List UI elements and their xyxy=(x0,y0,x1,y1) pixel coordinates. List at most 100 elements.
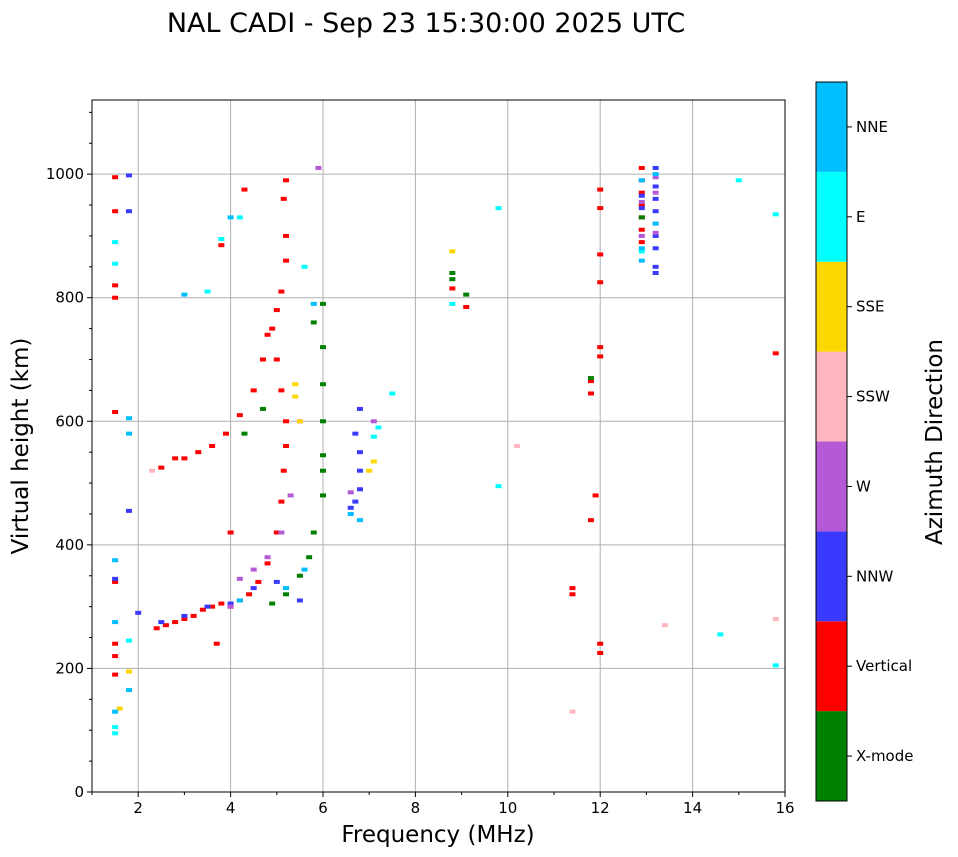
data-point xyxy=(236,215,243,220)
data-point xyxy=(292,394,299,399)
data-point xyxy=(112,175,119,180)
data-point xyxy=(389,391,396,396)
data-point xyxy=(597,345,604,350)
data-point xyxy=(264,561,271,566)
x-axis-label: Frequency (MHz) xyxy=(341,822,534,848)
data-point xyxy=(652,175,659,180)
data-point xyxy=(320,419,326,424)
data-point xyxy=(255,579,262,584)
series-nne xyxy=(112,172,659,714)
colorbar-swatch xyxy=(816,171,847,262)
data-point xyxy=(241,431,248,436)
data-point xyxy=(463,304,470,309)
data-point xyxy=(227,530,234,535)
data-point xyxy=(597,252,604,257)
data-point xyxy=(218,601,225,606)
data-point xyxy=(652,230,659,235)
data-point xyxy=(569,592,576,597)
data-point xyxy=(652,271,659,275)
data-point xyxy=(283,419,290,424)
data-point xyxy=(283,592,290,597)
data-point xyxy=(199,607,206,612)
series-ssw xyxy=(149,444,779,714)
data-point xyxy=(162,623,169,628)
data-point xyxy=(112,579,119,584)
data-point xyxy=(592,493,599,498)
series-x-mode xyxy=(241,215,645,606)
data-point xyxy=(449,301,456,306)
data-point xyxy=(278,388,285,393)
data-point xyxy=(112,261,119,266)
data-point xyxy=(204,604,211,609)
data-point xyxy=(638,249,645,254)
data-point xyxy=(449,249,456,254)
data-point xyxy=(236,413,243,418)
data-point xyxy=(222,431,229,436)
data-point xyxy=(125,508,132,513)
data-point xyxy=(112,209,119,214)
data-point xyxy=(125,209,132,214)
y-tick-label: 400 xyxy=(55,536,84,554)
colorbar-tick-label: E xyxy=(856,208,865,226)
data-point xyxy=(638,190,645,195)
data-point xyxy=(370,419,377,424)
data-point xyxy=(264,332,271,337)
data-point xyxy=(181,617,188,621)
data-point xyxy=(250,567,257,572)
data-point xyxy=(301,567,308,572)
data-point xyxy=(112,672,119,677)
data-point xyxy=(638,227,645,232)
x-tick-label: 12 xyxy=(591,799,610,817)
data-point xyxy=(597,280,604,285)
data-point xyxy=(112,709,119,714)
data-point xyxy=(356,450,363,455)
series-vertical xyxy=(112,165,779,677)
data-point xyxy=(181,456,188,461)
data-point xyxy=(652,190,659,195)
data-point xyxy=(315,165,322,170)
data-point xyxy=(320,301,326,306)
data-point xyxy=(250,586,257,591)
data-point xyxy=(204,289,211,294)
data-point xyxy=(717,632,724,637)
data-point xyxy=(296,419,303,424)
data-point xyxy=(652,165,659,170)
data-point xyxy=(135,610,142,615)
data-point xyxy=(269,601,276,606)
data-point xyxy=(264,555,271,560)
data-point xyxy=(638,233,645,238)
data-point xyxy=(366,468,373,473)
data-point xyxy=(112,240,119,245)
x-tick-label: 14 xyxy=(683,799,702,817)
data-point xyxy=(283,233,290,238)
colorbar-tick-label: SSE xyxy=(856,298,885,316)
data-point xyxy=(320,382,326,387)
data-point xyxy=(587,518,594,523)
colorbar-tick-label: X-mode xyxy=(856,747,913,765)
data-point xyxy=(301,264,308,269)
data-point xyxy=(310,301,317,306)
data-point xyxy=(320,345,326,350)
colorbar-tick-label: SSW xyxy=(856,388,890,406)
data-point xyxy=(125,669,132,674)
data-point xyxy=(356,468,363,473)
data-point xyxy=(269,326,276,331)
colorbar-swatch xyxy=(816,261,847,352)
data-point xyxy=(227,601,234,606)
data-point xyxy=(112,641,119,646)
y-axis-label: Virtual height (km) xyxy=(8,338,34,555)
data-point xyxy=(125,431,132,436)
data-point xyxy=(112,725,119,730)
data-point xyxy=(347,511,354,516)
data-point xyxy=(347,490,354,495)
data-point xyxy=(280,468,287,473)
data-point xyxy=(112,558,119,563)
data-point xyxy=(125,688,132,693)
data-point xyxy=(280,196,287,201)
series-nnw xyxy=(112,165,659,625)
series-e xyxy=(112,178,779,736)
data-point xyxy=(569,586,576,591)
data-point xyxy=(112,576,119,581)
data-point xyxy=(375,425,382,430)
